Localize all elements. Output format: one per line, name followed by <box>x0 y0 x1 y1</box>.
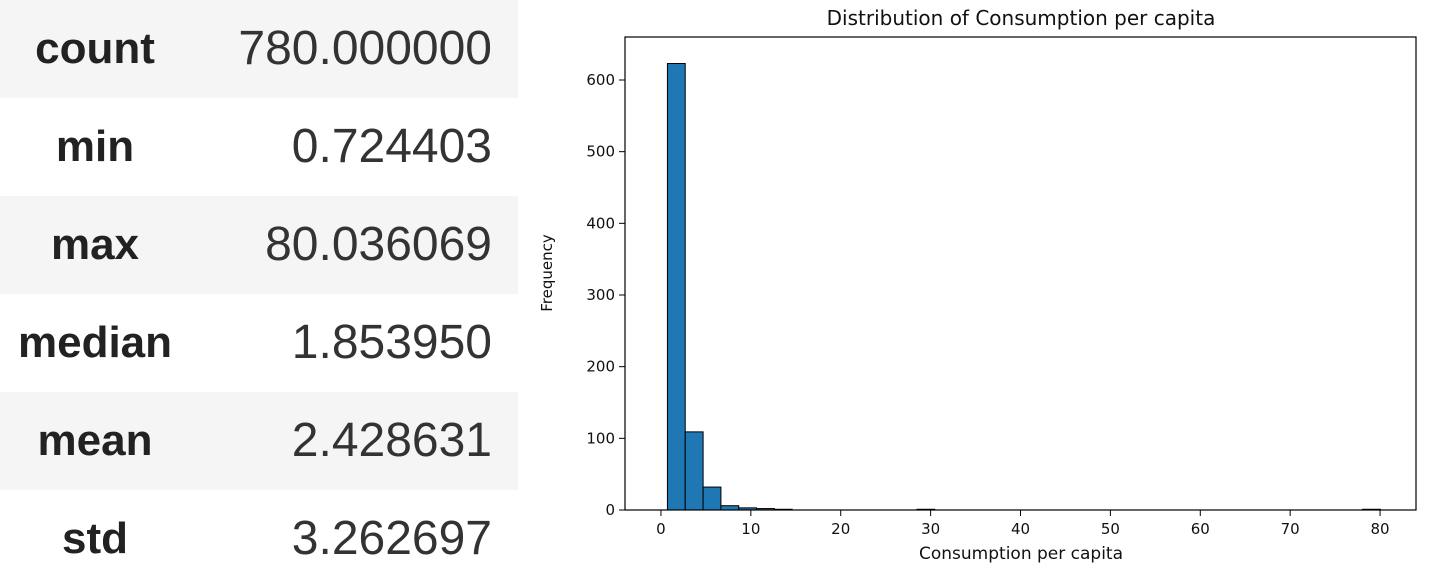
stat-value: 2.428631 <box>291 414 492 467</box>
histogram-bar <box>720 505 740 511</box>
histogram-bar <box>702 486 722 511</box>
x-axis-ticks: 0 10 20 30 40 50 60 70 80 <box>656 510 1390 538</box>
histogram-chart: Distribution of Consumption per capita 0… <box>538 6 1417 564</box>
stat-row: max 80.036069 <box>0 196 518 294</box>
x-tick-label: 70 <box>1281 520 1300 538</box>
y-tick-label: 600 <box>586 71 615 89</box>
stat-label: std <box>62 514 128 563</box>
y-tick-label: 400 <box>586 214 615 232</box>
x-tick-label: 10 <box>741 520 760 538</box>
stat-row: mean 2.428631 <box>0 392 518 490</box>
y-tick-label: 0 <box>605 501 615 519</box>
stat-value: 80.036069 <box>265 218 492 271</box>
stat-row: std 3.262697 <box>0 490 518 588</box>
x-tick-label: 20 <box>831 520 850 538</box>
stat-row: min 0.724403 <box>0 98 518 196</box>
stat-label: count <box>35 24 155 73</box>
x-tick-label: 80 <box>1370 520 1389 538</box>
stat-value: 1.853950 <box>291 316 492 369</box>
y-axis-ticks: 0 100 200 300 400 500 600 <box>586 71 625 519</box>
y-tick-label: 300 <box>586 286 615 304</box>
stat-value: 3.262697 <box>291 512 492 565</box>
x-tick-label: 50 <box>1101 520 1120 538</box>
x-tick-label: 60 <box>1191 520 1210 538</box>
stat-label: min <box>55 122 135 171</box>
stat-row: count 780.000000 <box>0 0 518 98</box>
chart-title: Distribution of Consumption per capita <box>827 6 1216 30</box>
y-tick-label: 500 <box>586 143 615 161</box>
plot-frame <box>624 36 1417 511</box>
stat-row: median 1.853950 <box>0 294 518 392</box>
histogram-bar <box>684 431 704 511</box>
stat-label: max <box>50 220 140 269</box>
x-axis-label: Consumption per capita <box>919 544 1123 564</box>
stat-label: mean <box>37 416 153 465</box>
y-axis-label: Frequency <box>538 234 556 312</box>
stat-label: median <box>17 318 173 367</box>
histogram-bar <box>666 63 686 511</box>
summary-stats-table: count 780.000000 min 0.724403 max 80.036069 me… <box>0 0 518 567</box>
histogram-bars <box>666 63 1381 511</box>
stat-value: 0.724403 <box>291 120 492 173</box>
y-tick-label: 200 <box>586 358 615 376</box>
x-tick-label: 40 <box>1011 520 1030 538</box>
x-tick-label: 30 <box>921 520 940 538</box>
x-tick-label: 0 <box>656 520 666 538</box>
stat-value: 780.000000 <box>238 22 492 75</box>
y-tick-label: 100 <box>586 429 615 447</box>
